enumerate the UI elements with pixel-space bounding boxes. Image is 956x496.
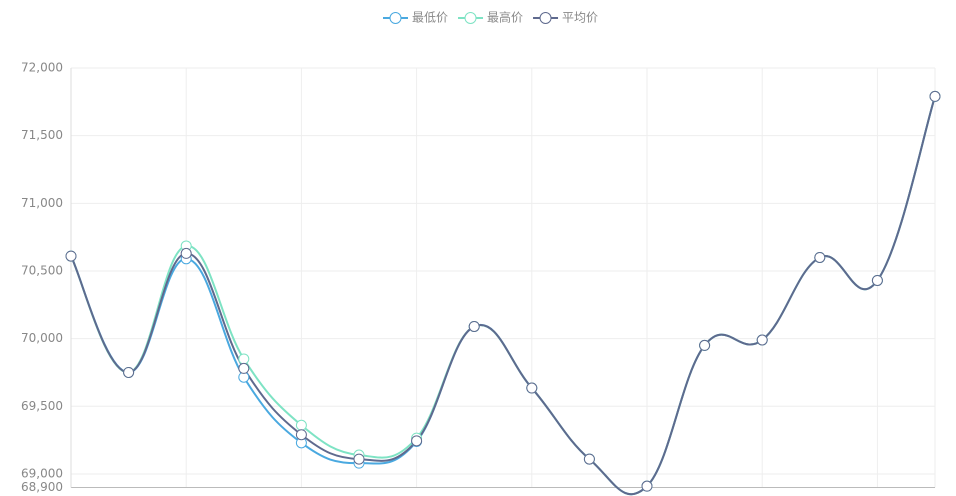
y-tick-label: 70,000 [21, 331, 63, 345]
y-tick-label: 71,500 [21, 128, 63, 142]
legend-item[interactable]: 最低价 [383, 11, 448, 25]
point-marker [871, 274, 883, 286]
y-tick-label: 69,500 [21, 399, 63, 413]
point-marker [353, 453, 365, 465]
point-marker [699, 339, 711, 351]
y-tick-label: 68,900 [21, 480, 63, 494]
legend-marker [539, 12, 552, 24]
legend-item[interactable]: 最高价 [458, 10, 523, 25]
point-marker [238, 353, 250, 365]
y-tick-label: 70,500 [21, 263, 63, 277]
point-marker [583, 453, 595, 465]
y-tick-label: 71,000 [21, 196, 63, 210]
legend-item[interactable]: 平均价 [533, 11, 598, 25]
legend-label: 最高价 [487, 10, 523, 25]
legend-marker [389, 12, 402, 24]
point-marker [526, 382, 538, 394]
series-line [70, 96, 936, 496]
series-line [70, 96, 936, 496]
series-line [70, 96, 936, 496]
point-marker [814, 251, 826, 263]
point-marker [756, 334, 768, 346]
point-marker [65, 250, 77, 262]
y-tick-label: 72,000 [21, 61, 63, 75]
legend-label: 最低价 [412, 11, 448, 25]
legend-marker [464, 12, 477, 24]
point-marker [295, 419, 307, 431]
point-marker [123, 366, 135, 378]
legend-label: 平均价 [562, 11, 598, 25]
point-marker [468, 320, 480, 332]
point-marker [295, 429, 307, 441]
y-tick-label: 69,000 [21, 466, 63, 480]
point-marker [929, 90, 941, 102]
point-marker [411, 435, 423, 447]
point-marker [238, 362, 250, 374]
point-marker [180, 247, 192, 259]
point-marker [641, 480, 653, 492]
